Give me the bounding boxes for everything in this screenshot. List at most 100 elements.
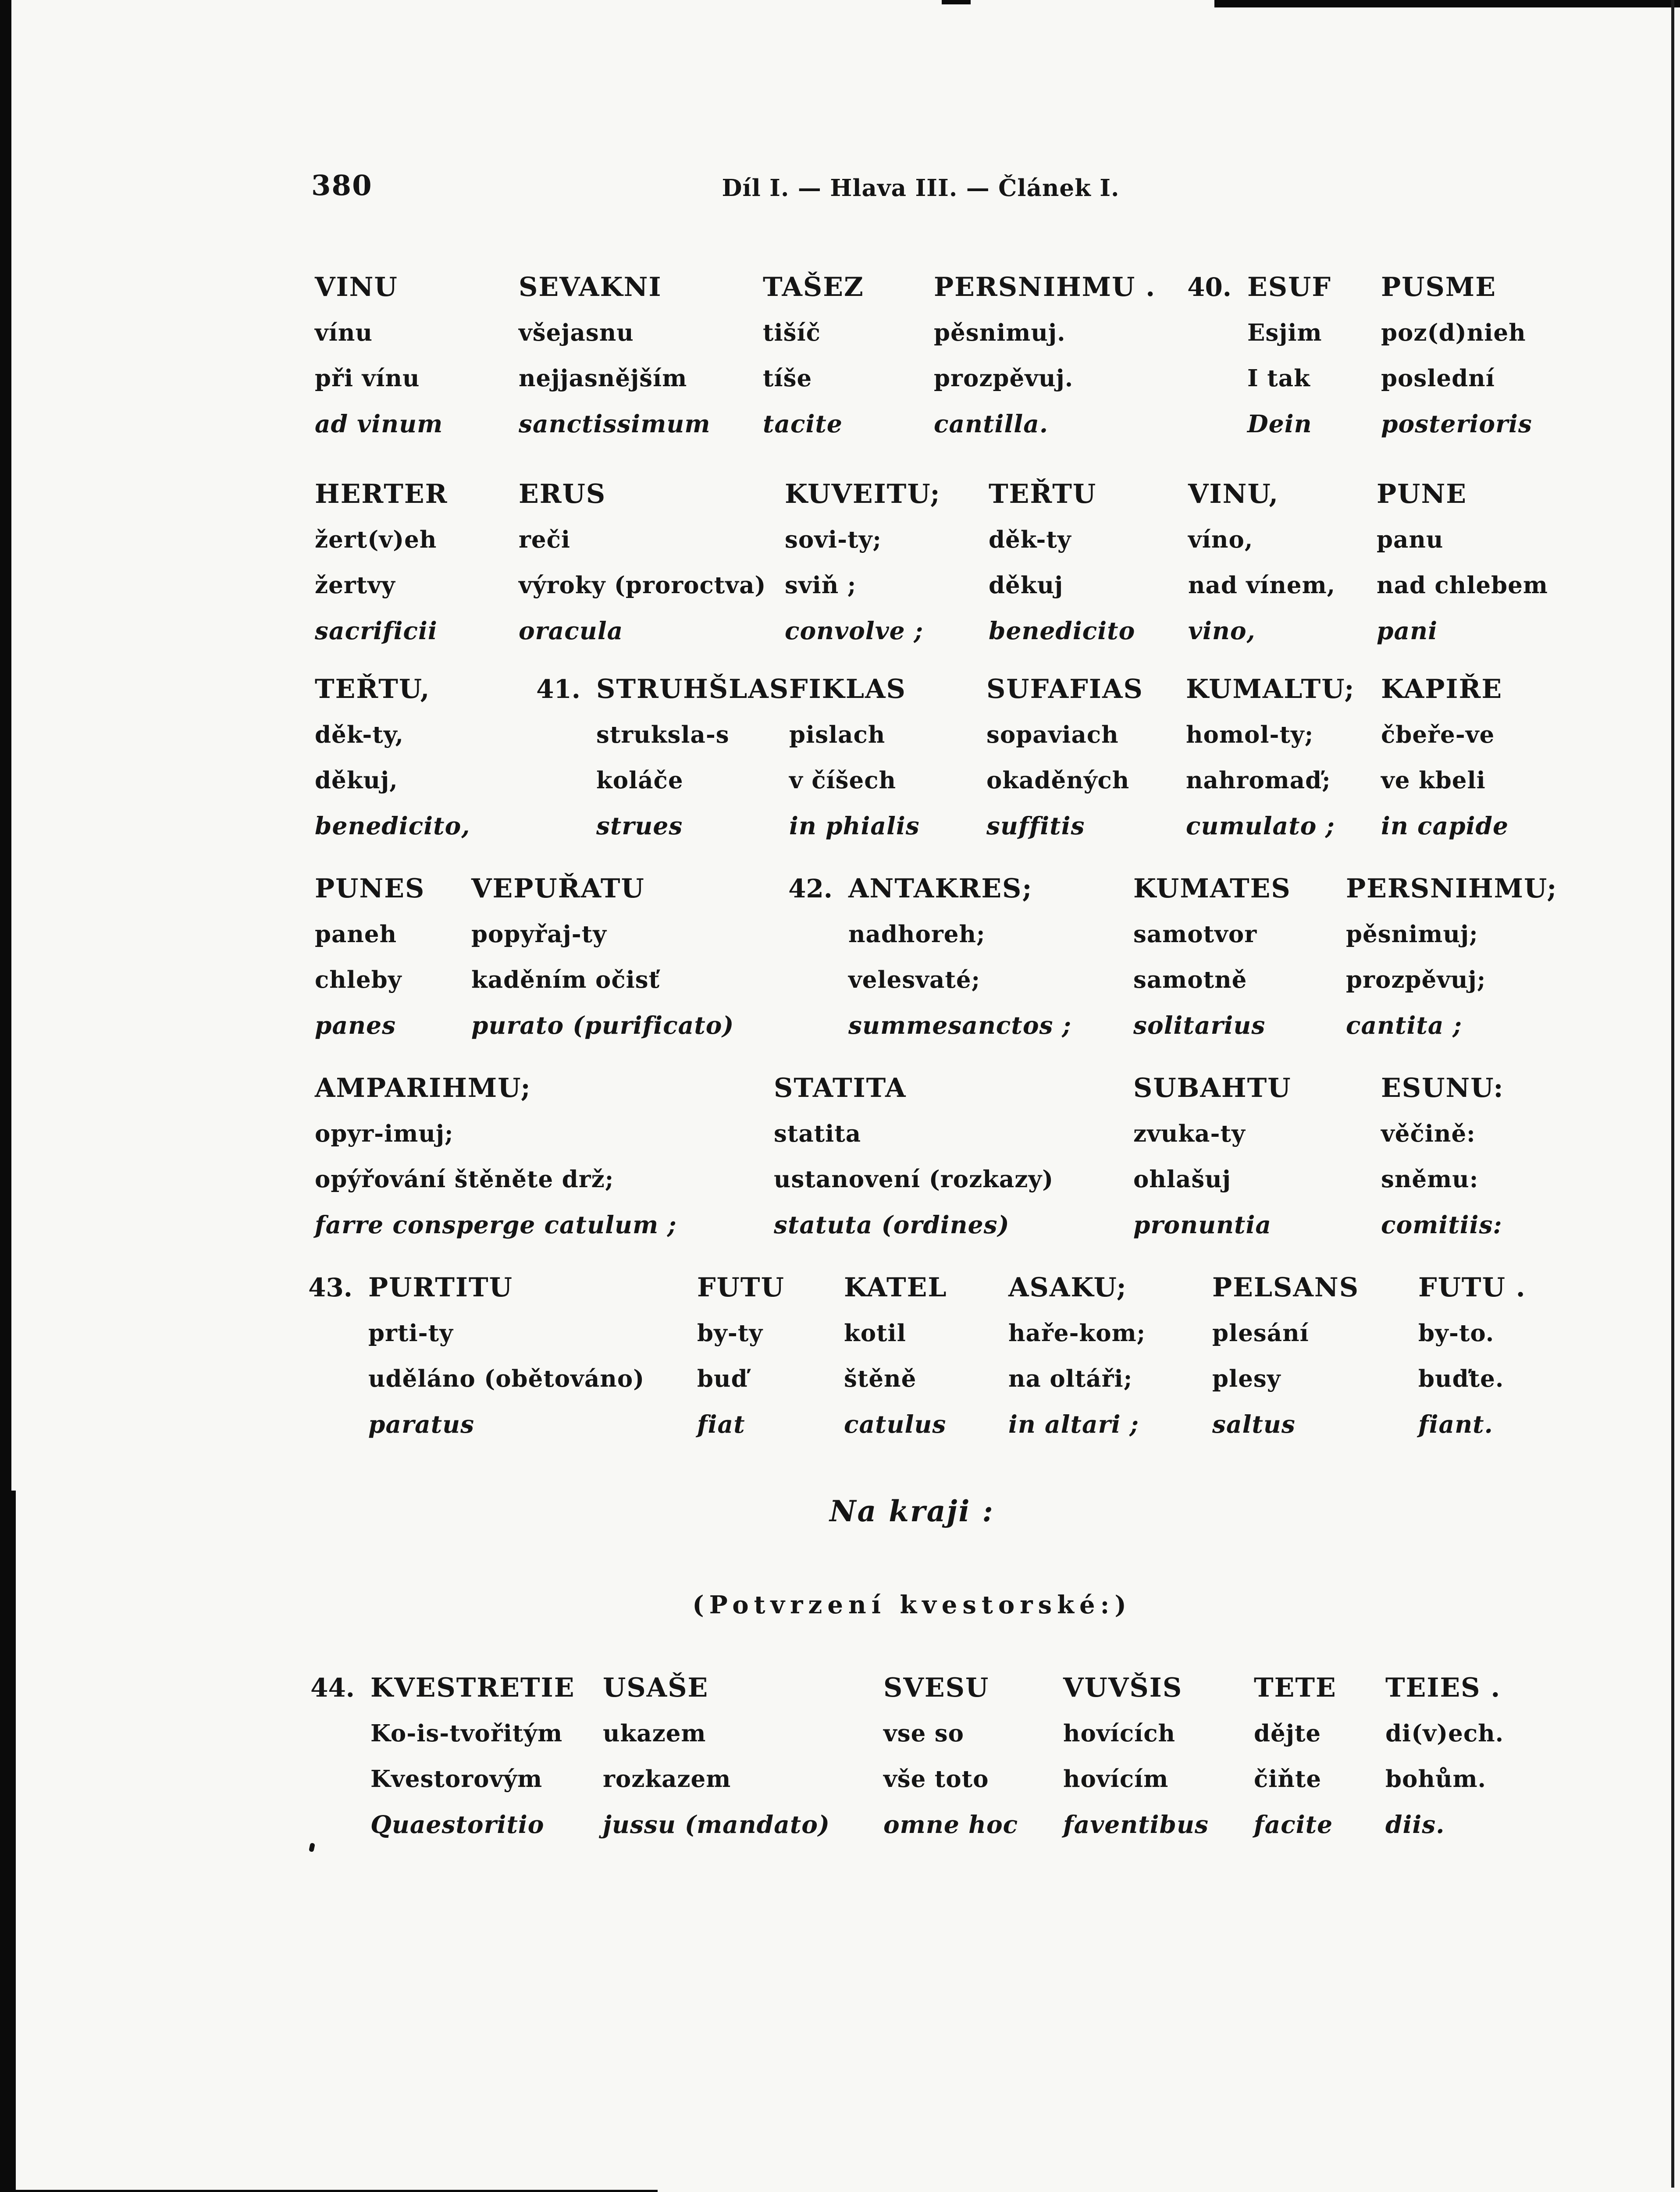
latin-gloss: sacrificii bbox=[315, 616, 438, 645]
gloss-entry: ESUNU: věčině: sněmu: comitiis: bbox=[1381, 1065, 1504, 1248]
headword: SVESU bbox=[883, 1672, 989, 1703]
latin-gloss: cumulato ; bbox=[1186, 811, 1335, 840]
gloss-entry: PELSANS plesání plesy saltus bbox=[1212, 1265, 1359, 1447]
latin-gloss: Quaestoritio bbox=[370, 1810, 545, 1839]
latin-gloss: sanctissimum bbox=[519, 409, 711, 438]
headword: TAŠEZ bbox=[763, 272, 864, 302]
czech-gloss: I tak bbox=[1247, 365, 1310, 392]
transliteration-gloss: Ko-is-tvořitým bbox=[370, 1720, 563, 1747]
latin-gloss: comitiis: bbox=[1381, 1210, 1502, 1239]
headword: TEŘTU bbox=[989, 479, 1097, 509]
latin-gloss: ad vinum bbox=[315, 409, 443, 438]
czech-gloss: štěně bbox=[844, 1365, 917, 1392]
latin-gloss: statuta (ordines) bbox=[774, 1210, 1010, 1239]
czech-gloss: poslední bbox=[1381, 365, 1495, 392]
czech-gloss: hovícím bbox=[1063, 1765, 1169, 1793]
czech-gloss: nahromaď; bbox=[1186, 767, 1331, 794]
headword: TEIES . bbox=[1385, 1672, 1501, 1703]
entry-number: 43. bbox=[308, 1273, 352, 1302]
latin-gloss: catulus bbox=[844, 1410, 947, 1438]
gloss-entry: TETE dějte čiňte facite bbox=[1254, 1665, 1337, 1847]
czech-gloss: v číšech bbox=[789, 767, 897, 794]
headword: ERUS bbox=[519, 479, 606, 509]
gloss-entry: 44. KVESTRETIE Ko-is-tvořitým Kvestorovým… bbox=[310, 1665, 575, 1847]
headword: KUVEITU; bbox=[785, 479, 941, 509]
gloss-entry: TEIES . di(v)ech. bohům. diis. bbox=[1385, 1665, 1504, 1847]
transliteration-gloss: vse so bbox=[883, 1720, 964, 1747]
gloss-entry: SEVAKNI všejasnu nejjasnějším sanctissim… bbox=[519, 264, 711, 447]
headword: KUMATES bbox=[1133, 873, 1291, 904]
scan-edge-top-right bbox=[1214, 0, 1680, 7]
headword: VUVŠIS bbox=[1063, 1672, 1183, 1703]
latin-gloss: Dein bbox=[1247, 409, 1312, 438]
headword: ASAKU; bbox=[1008, 1272, 1127, 1303]
gloss-entry: KUVEITU; sovi-ty; sviň ; convolve ; bbox=[785, 471, 941, 654]
czech-gloss: sviň ; bbox=[785, 572, 857, 599]
latin-gloss: paratus bbox=[368, 1410, 475, 1438]
gloss-entry: VUVŠIS hovících hovícím faventibus bbox=[1063, 1665, 1209, 1847]
gloss-entry: FIKLAS pislach v číšech in phialis bbox=[789, 666, 920, 849]
latin-gloss: saltus bbox=[1212, 1410, 1296, 1438]
latin-gloss: strues bbox=[596, 811, 683, 840]
czech-gloss: plesy bbox=[1212, 1365, 1281, 1392]
czech-gloss: velesvaté; bbox=[848, 966, 981, 993]
transliteration-gloss: čbeře-ve bbox=[1381, 721, 1495, 748]
headword: SUBAHTU bbox=[1133, 1073, 1292, 1103]
transliteration-gloss: vínu bbox=[315, 319, 373, 346]
transliteration-gloss: zvuka-ty bbox=[1133, 1120, 1246, 1147]
transliteration-gloss: věčině: bbox=[1381, 1120, 1476, 1147]
latin-gloss: faventibus bbox=[1063, 1810, 1209, 1839]
gloss-entry: KUMATES samotvor samotně solitarius bbox=[1133, 866, 1291, 1048]
czech-gloss: ohlašuj bbox=[1133, 1166, 1231, 1193]
transliteration-gloss: by-to. bbox=[1418, 1320, 1495, 1347]
gloss-entry: TEŘTU, děk-ty, děkuj, benedicito, bbox=[315, 666, 470, 849]
headword: USAŠE bbox=[603, 1672, 709, 1703]
latin-gloss: convolve ; bbox=[785, 616, 924, 645]
transliteration-gloss: všejasnu bbox=[519, 319, 634, 346]
transliteration-gloss: prti-ty bbox=[368, 1320, 453, 1347]
gloss-entry: FUTU . by-to. buďte. fiant. bbox=[1418, 1265, 1526, 1447]
latin-gloss: summesanctos ; bbox=[848, 1011, 1071, 1039]
entry-number: 42. bbox=[788, 874, 833, 904]
gloss-entry: STATITA statita ustanovení (rozkazy) sta… bbox=[774, 1065, 1054, 1248]
czech-gloss: koláče bbox=[596, 767, 683, 794]
transliteration-gloss: statita bbox=[774, 1120, 861, 1147]
latin-gloss: in capide bbox=[1381, 811, 1509, 840]
gloss-entry: FUTU by-ty buď fiat bbox=[697, 1265, 785, 1447]
transliteration-gloss: poz(d)nieh bbox=[1381, 319, 1526, 346]
gloss-entry: PUNES paneh chleby panes bbox=[315, 866, 425, 1048]
czech-gloss: děkuj, bbox=[315, 767, 398, 794]
gloss-entry: 41. STRUHŠLAS struksla-s koláče strues bbox=[536, 666, 789, 849]
headword: PERSNIHMU . bbox=[934, 272, 1156, 302]
latin-gloss: solitarius bbox=[1133, 1011, 1266, 1039]
headword: FUTU bbox=[697, 1272, 785, 1303]
gloss-entry: PUSME poz(d)nieh poslední posterioris bbox=[1381, 264, 1532, 447]
headword: TETE bbox=[1254, 1672, 1337, 1703]
czech-gloss: buďte. bbox=[1418, 1365, 1504, 1392]
latin-gloss: jussu (mandato) bbox=[603, 1810, 830, 1839]
transliteration-gloss: haře-kom; bbox=[1008, 1320, 1146, 1347]
czech-gloss: prozpěvuj. bbox=[934, 365, 1074, 392]
czech-gloss: bohům. bbox=[1385, 1765, 1487, 1793]
czech-gloss: opýřování štěněte drž; bbox=[315, 1166, 614, 1193]
scan-edge-left bbox=[0, 0, 11, 2192]
czech-gloss: tíše bbox=[763, 365, 812, 392]
headword: 41. STRUHŠLAS bbox=[536, 666, 789, 712]
czech-gloss: děkuj bbox=[989, 572, 1064, 599]
latin-gloss: fiat bbox=[697, 1410, 745, 1438]
headword: KATEL bbox=[844, 1272, 947, 1303]
latin-gloss: diis. bbox=[1385, 1810, 1445, 1839]
czech-gloss: ustanovení (rozkazy) bbox=[774, 1166, 1054, 1193]
gloss-entry: SVESU vse so vše toto omne hoc bbox=[883, 1665, 1018, 1847]
latin-gloss: panes bbox=[315, 1011, 396, 1039]
gloss-entry: VINU vínu při vínu ad vinum bbox=[315, 264, 443, 447]
transliteration-gloss: víno, bbox=[1188, 526, 1253, 553]
latin-gloss: facite bbox=[1254, 1810, 1333, 1839]
headword: STATITA bbox=[774, 1073, 907, 1103]
czech-gloss: nejjasnějším bbox=[519, 365, 687, 392]
headword: VINU, bbox=[1188, 479, 1279, 509]
gloss-entry: HERTER žert(v)eh žertvy sacrificii bbox=[315, 471, 448, 654]
gloss-entry: PERSNIHMU; pěsnimuj; prozpěvuj; cantita … bbox=[1346, 866, 1557, 1048]
latin-gloss: pronuntia bbox=[1133, 1210, 1272, 1239]
transliteration-gloss: samotvor bbox=[1133, 921, 1257, 948]
